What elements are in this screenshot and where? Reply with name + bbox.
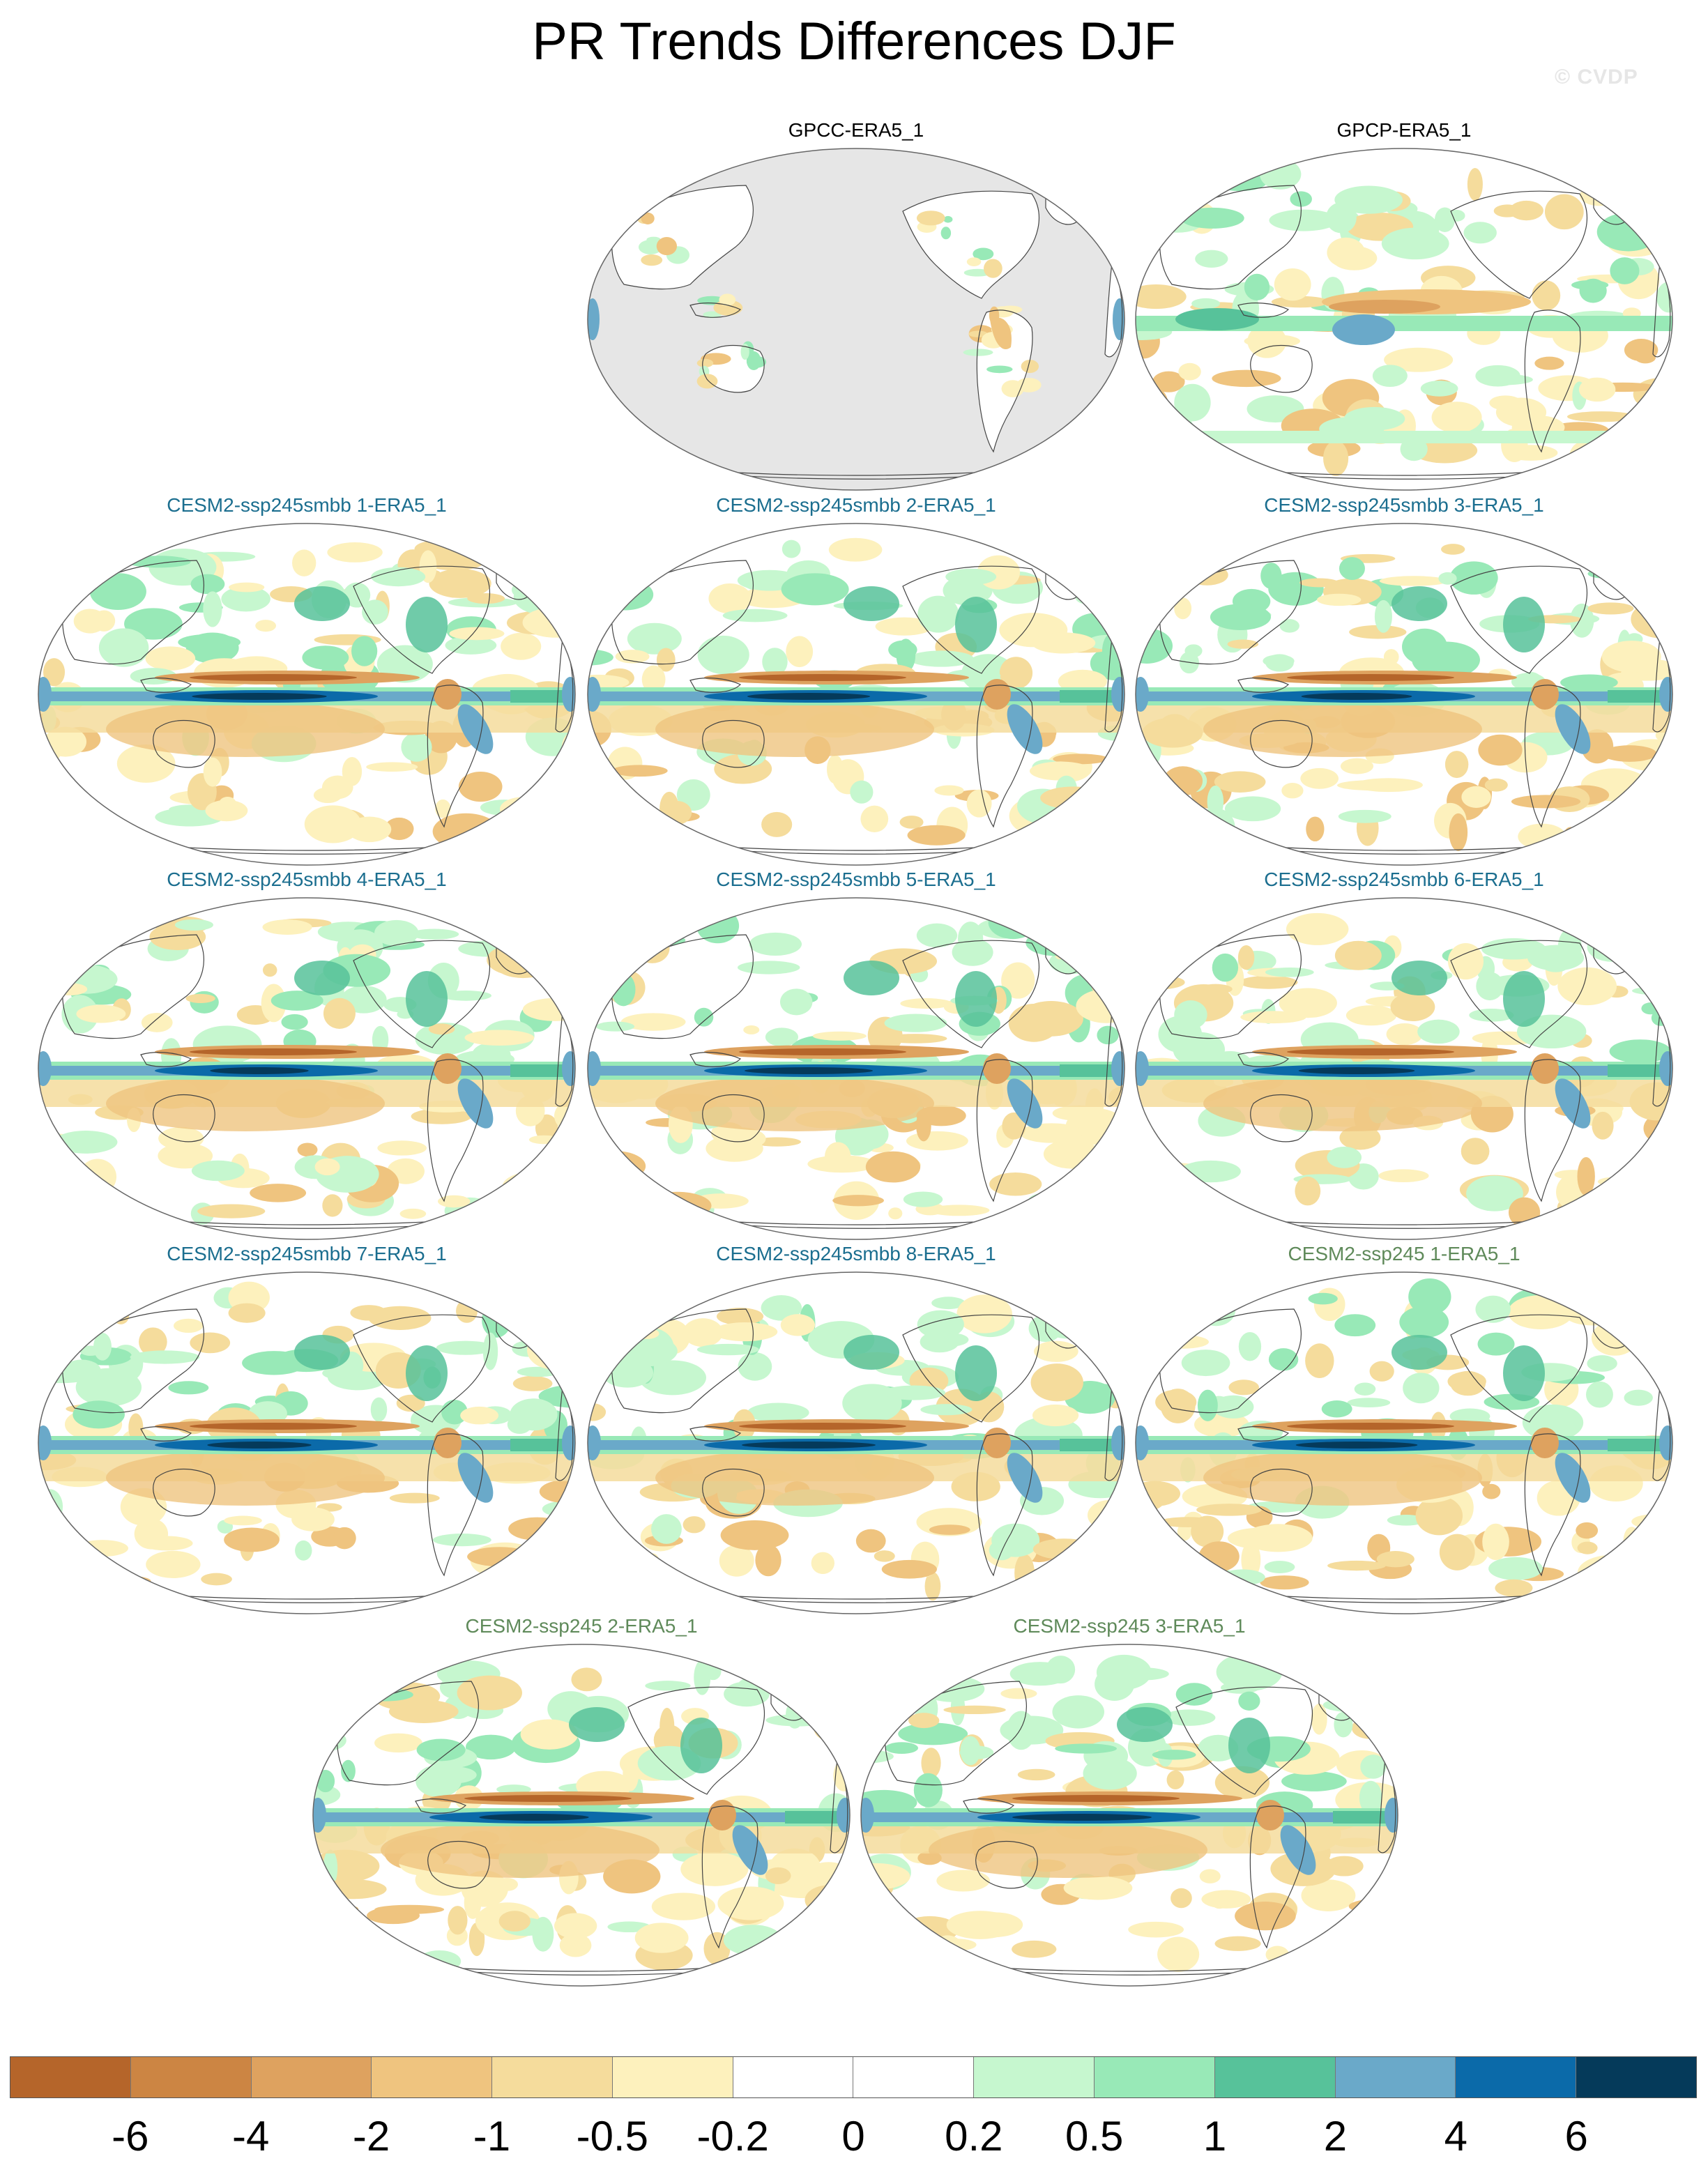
colorbar-tick-label: -1 — [473, 2113, 511, 2160]
colorbar-box — [10, 2057, 131, 2097]
colorbar-tick-label: 1 — [1203, 2113, 1227, 2160]
panel-title: CESM2-ssp245smbb 1-ERA5_1 — [167, 494, 447, 516]
map-panel: CESM2-ssp245 1-ERA5_1 — [1134, 1242, 1675, 1619]
world-map — [860, 1644, 1398, 1987]
watermark: © CVDP — [1555, 66, 1638, 89]
colorbar-box — [1214, 2057, 1336, 2097]
figure-title: PR Trends Differences DJF — [532, 12, 1176, 71]
panel-title: GPCP-ERA5_1 — [1336, 119, 1472, 141]
world-map — [587, 148, 1125, 491]
colorbar-tick-label: -0.2 — [696, 2113, 769, 2160]
colorbar-tick-label: 0.5 — [1065, 2113, 1124, 2160]
panel-title: CESM2-ssp245 1-ERA5_1 — [1288, 1243, 1520, 1264]
colorbar-tick-label: -0.5 — [576, 2113, 648, 2160]
panel-title: CESM2-ssp245smbb 4-ERA5_1 — [167, 869, 447, 890]
world-map — [1135, 148, 1673, 491]
world-map — [38, 523, 576, 866]
map-panel: GPCC-ERA5_1 — [586, 119, 1127, 495]
map-panel: CESM2-ssp245smbb 8-ERA5_1 — [586, 1242, 1127, 1619]
map-panel: CESM2-ssp245 3-ERA5_1 — [859, 1614, 1400, 1991]
colorbar-tick-label: -2 — [352, 2113, 390, 2160]
panel-title: CESM2-ssp245 3-ERA5_1 — [1013, 1615, 1246, 1637]
panel-title: CESM2-ssp245smbb 8-ERA5_1 — [716, 1243, 996, 1264]
map-panel: CESM2-ssp245smbb 3-ERA5_1 — [1134, 494, 1675, 870]
map-panel: CESM2-ssp245smbb 6-ERA5_1 — [1134, 868, 1675, 1244]
colorbar-box — [853, 2057, 975, 2097]
colorbar — [10, 2056, 1697, 2098]
colorbar-tick-label: 0 — [841, 2113, 865, 2160]
map-panel: CESM2-ssp245smbb 5-ERA5_1 — [586, 868, 1127, 1244]
panel-title: CESM2-ssp245smbb 7-ERA5_1 — [167, 1243, 447, 1264]
map-panel: CESM2-ssp245smbb 7-ERA5_1 — [36, 1242, 577, 1619]
world-map — [1135, 1271, 1673, 1614]
panel-title: CESM2-ssp245smbb 6-ERA5_1 — [1264, 869, 1544, 890]
colorbar-tick-label: 0.2 — [945, 2113, 1003, 2160]
colorbar-box — [1095, 2057, 1215, 2097]
colorbar-box — [1335, 2057, 1456, 2097]
world-map — [587, 523, 1125, 866]
panel-title: GPCC-ERA5_1 — [788, 119, 924, 141]
panel-title: CESM2-ssp245smbb 5-ERA5_1 — [716, 869, 996, 890]
colorbar-box — [251, 2057, 372, 2097]
colorbar-box — [492, 2057, 613, 2097]
panel-title: CESM2-ssp245 2-ERA5_1 — [465, 1615, 698, 1637]
colorbar-tick-label: 6 — [1564, 2113, 1588, 2160]
world-map — [312, 1644, 851, 1987]
colorbar-box — [1456, 2057, 1577, 2097]
colorbar-box — [130, 2057, 252, 2097]
panel-title: CESM2-ssp245smbb 2-ERA5_1 — [716, 494, 996, 516]
map-panel: GPCP-ERA5_1 — [1134, 119, 1675, 495]
colorbar-box — [733, 2057, 854, 2097]
map-panel: CESM2-ssp245smbb 4-ERA5_1 — [36, 868, 577, 1244]
world-map — [587, 897, 1125, 1240]
world-map — [1135, 523, 1673, 866]
colorbar-tick-label: -4 — [232, 2113, 270, 2160]
colorbar-tick-label: -6 — [112, 2113, 149, 2160]
colorbar-tick-label: 2 — [1323, 2113, 1348, 2160]
panel-title: CESM2-ssp245smbb 3-ERA5_1 — [1264, 494, 1544, 516]
world-map — [1135, 897, 1673, 1240]
colorbar-box — [612, 2057, 733, 2097]
world-map — [38, 897, 576, 1240]
colorbar-box — [372, 2057, 493, 2097]
world-map — [587, 1271, 1125, 1614]
map-panel: CESM2-ssp245 2-ERA5_1 — [311, 1614, 852, 1991]
map-panel: CESM2-ssp245smbb 1-ERA5_1 — [36, 494, 577, 870]
colorbar-box — [974, 2057, 1095, 2097]
map-panel: CESM2-ssp245smbb 2-ERA5_1 — [586, 494, 1127, 870]
world-map — [38, 1271, 576, 1614]
colorbar-box — [1576, 2057, 1696, 2097]
colorbar-tick-label: 4 — [1444, 2113, 1467, 2160]
